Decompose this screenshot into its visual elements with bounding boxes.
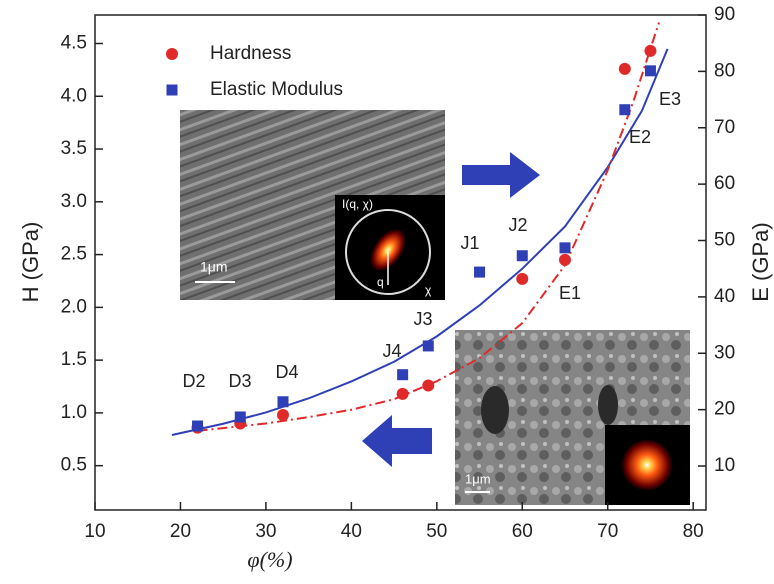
- x-tick-label: 40: [341, 521, 362, 542]
- x-tick-label: 10: [84, 521, 105, 542]
- inset-label: q: [377, 275, 384, 289]
- scale-label: 1μm: [200, 259, 228, 275]
- point: [559, 254, 571, 266]
- point: [516, 273, 528, 285]
- annotation: J3: [413, 309, 432, 329]
- chart: φ(%) H (GPa) E (GPa) 1μm I(q, χ) q χ 1μm…: [0, 0, 774, 579]
- y2-tick-label: 60: [714, 173, 735, 194]
- y2-tick-label: 10: [714, 455, 735, 476]
- legend-label: Hardness: [210, 43, 291, 64]
- inset-label: I(q, χ): [342, 197, 373, 211]
- point: [619, 104, 630, 115]
- point: [277, 409, 289, 421]
- point: [235, 411, 246, 422]
- point: [166, 48, 178, 60]
- y-tick-label: 4.0: [61, 85, 87, 106]
- annotation: E2: [629, 127, 651, 147]
- point: [167, 85, 178, 96]
- point: [192, 420, 203, 431]
- inset-label: χ: [425, 283, 432, 297]
- y2-tick-label: 50: [714, 230, 735, 251]
- x-tick-label: 70: [597, 521, 618, 542]
- x-axis-label: φ(%): [247, 547, 292, 572]
- point: [644, 45, 656, 57]
- y2-tick-label: 90: [714, 4, 735, 25]
- point: [619, 63, 631, 75]
- y-tick-label: 1.0: [61, 402, 87, 423]
- y-tick-label: 2.0: [61, 296, 87, 317]
- x-tick-label: 50: [426, 521, 447, 542]
- point: [397, 369, 408, 380]
- y2-tick-label: 30: [714, 342, 735, 363]
- point: [560, 242, 571, 253]
- y-tick-label: 3.5: [61, 138, 87, 159]
- y-axis-label: H (GPa): [18, 222, 43, 303]
- annotation: D4: [275, 362, 298, 382]
- annotation: D3: [228, 371, 251, 391]
- point: [422, 379, 434, 391]
- y2-axis-label: E (GPa): [748, 222, 773, 301]
- point: [517, 250, 528, 261]
- y-tick-label: 3.0: [61, 191, 87, 212]
- y-tick-label: 4.5: [61, 33, 87, 54]
- y-tick-label: 2.5: [61, 244, 87, 265]
- annotation: E1: [559, 283, 581, 303]
- y-tick-label: 0.5: [61, 455, 87, 476]
- x-tick-label: 60: [512, 521, 533, 542]
- point: [397, 388, 409, 400]
- arrow: [362, 415, 432, 467]
- y2-tick-label: 70: [714, 117, 735, 138]
- scale-label: 1μm: [465, 471, 491, 486]
- point: [423, 340, 434, 351]
- x-tick-label: 30: [255, 521, 276, 542]
- annotation: D2: [182, 371, 205, 391]
- arrow: [462, 152, 540, 198]
- y2-tick-label: 40: [714, 286, 735, 307]
- y2-tick-label: 80: [714, 60, 735, 81]
- x-tick-label: 80: [683, 521, 704, 542]
- point: [474, 267, 485, 278]
- annotation: J1: [460, 233, 479, 253]
- legend-label: Elastic Modulus: [210, 79, 343, 100]
- annotation: E3: [659, 89, 681, 109]
- point: [278, 396, 289, 407]
- y2-tick-label: 20: [714, 399, 735, 420]
- annotation: J4: [382, 341, 401, 361]
- y-tick-label: 1.5: [61, 349, 87, 370]
- point: [645, 65, 656, 76]
- x-tick-label: 20: [170, 521, 191, 542]
- annotation: J2: [508, 215, 527, 235]
